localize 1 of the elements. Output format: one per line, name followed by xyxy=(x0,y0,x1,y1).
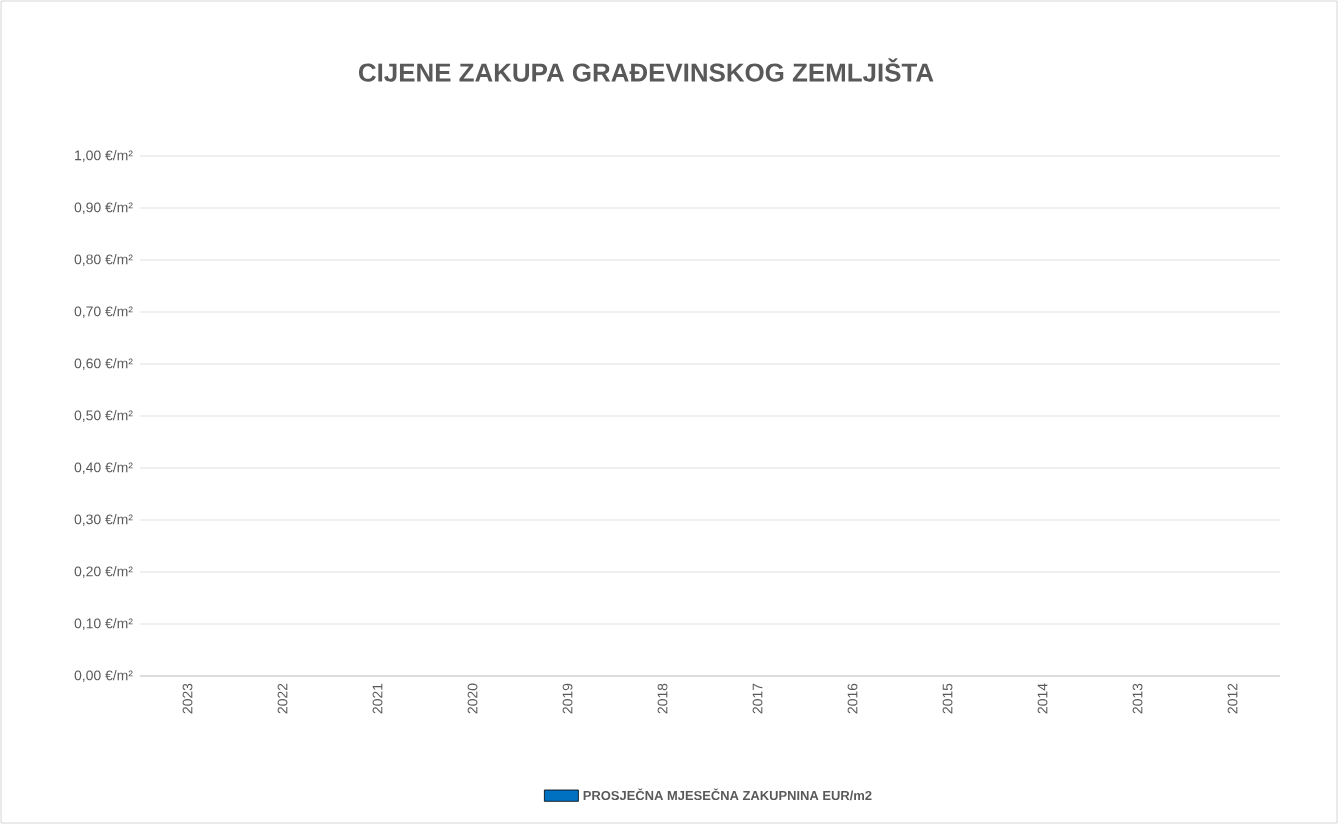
chart-title: CIJENE ZAKUPA GRAĐEVINSKOG ZEMLJIŠTA xyxy=(358,58,934,82)
